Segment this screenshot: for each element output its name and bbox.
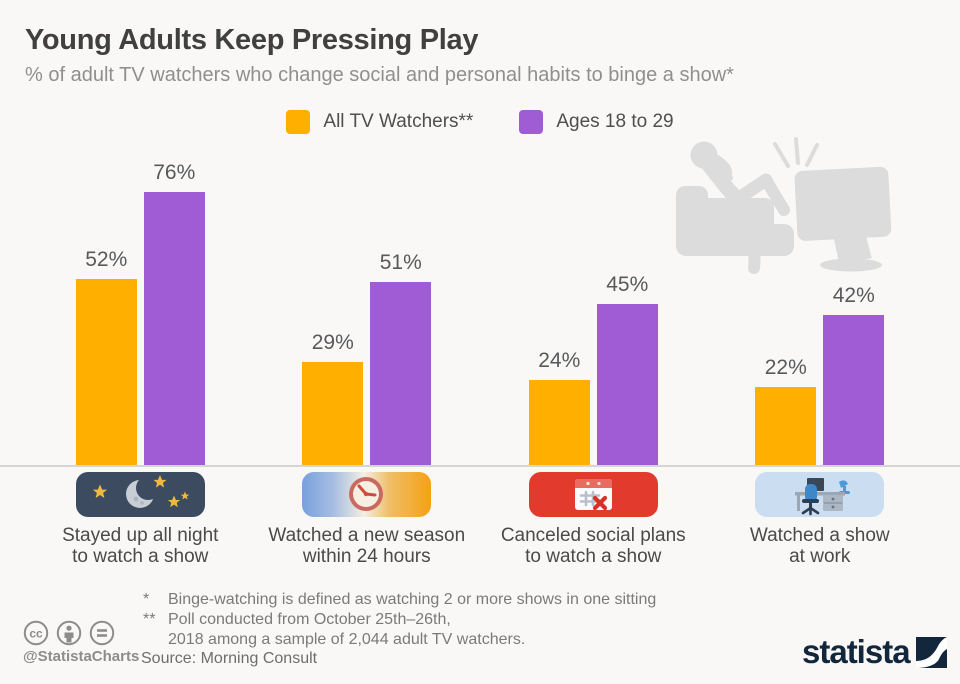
bar-value-label: 29% <box>311 331 354 354</box>
svg-text:cc: cc <box>29 627 43 641</box>
category-label: Stayed up all night to watch a show <box>62 525 218 567</box>
bar-value-label: 22% <box>764 356 807 379</box>
legend-item-all-tv-watchers: All TV Watchers** <box>286 110 473 134</box>
footnote-text: Binge-watching is defined as watching 2 … <box>168 591 657 608</box>
bar-ages-18-to-29: 51% <box>370 251 432 466</box>
bar-value-label: 76% <box>153 161 196 184</box>
bar-ages-18-to-29: 76% <box>143 161 205 466</box>
category-label: Watched a show at work <box>750 525 890 567</box>
legend-swatch-purple <box>519 110 544 134</box>
couch-tv-icon <box>676 137 892 274</box>
page-subtitle: % of adult TV watchers who change social… <box>25 64 734 86</box>
cc-nd-icon <box>97 629 107 637</box>
footnote-marker: ** <box>143 611 156 628</box>
category-row: Stayed up all night to watch a show Watc… <box>27 472 933 567</box>
bar-group: 52% 76% <box>27 0 254 466</box>
footnote-line: ** Poll conducted from October 25th–26th… <box>143 610 656 630</box>
legend-label: Ages 18 to 29 <box>556 111 674 132</box>
clock-24-hours-icon <box>302 472 432 517</box>
bar-groups: 52% 76% 29% 51% 24% 45% 22% 42% <box>27 0 933 466</box>
category-label: Watched a new season within 24 hours <box>268 525 465 567</box>
bar-value-label: 42% <box>832 284 875 307</box>
source-text: Source: Morning Consult <box>141 650 318 667</box>
footnote-line: * Binge-watching is defined as watching … <box>143 590 656 610</box>
bar-group: 22% 42% <box>707 0 934 466</box>
statista-logo: statista <box>802 633 947 671</box>
footnote-text: Poll conducted from October 25th–26th, <box>168 611 451 628</box>
bar-value-label: 24% <box>538 349 581 372</box>
category-label-line: Stayed up all night <box>62 525 219 546</box>
bar-all-tv-watchers-: 22% <box>755 356 817 466</box>
legend-label: All TV Watchers** <box>323 111 474 132</box>
legend: All TV Watchers** Ages 18 to 29 <box>0 110 960 134</box>
bar-all-tv-watchers-: 29% <box>302 331 364 466</box>
legend-swatch-orange <box>286 110 311 134</box>
bar-group: 24% 45% <box>480 0 707 466</box>
legend-item-ages-18-29: Ages 18 to 29 <box>519 110 674 134</box>
category-new-season: Watched a new season within 24 hours <box>254 472 481 567</box>
footnote-line: 2018 among a sample of 2,044 adult TV wa… <box>143 630 656 650</box>
footnote-marker <box>143 630 168 650</box>
bar-value-label: 51% <box>379 251 422 274</box>
calendar-canceled-icon <box>528 472 658 517</box>
footnote-text: 2018 among a sample of 2,044 adult TV wa… <box>168 631 526 648</box>
category-label-line: Watched a new season <box>268 525 466 546</box>
office-desk-icon <box>755 472 885 517</box>
category-label: Canceled social plans to watch a show <box>501 525 686 567</box>
category-stayed-up: Stayed up all night to watch a show <box>27 472 254 567</box>
snack-bowl-icon <box>715 173 733 183</box>
bar-value-label: 45% <box>606 273 649 296</box>
creative-commons-badge: cc <box>23 620 123 653</box>
cc-icon: cc <box>29 627 43 641</box>
category-label-line: within 24 hours <box>302 546 431 567</box>
cc-attribution-icon <box>64 625 74 643</box>
statista-wordmark: statista <box>802 633 911 670</box>
bar-all-tv-watchers-: 24% <box>528 349 590 466</box>
statista-charts-handle: @StatistaCharts <box>23 648 140 665</box>
category-label-line: Canceled social plans <box>500 525 686 546</box>
axis-baseline <box>0 465 960 467</box>
bar-group: 29% 51% <box>254 0 481 466</box>
bar-ages-18-to-29: 42% <box>823 284 885 466</box>
category-label-line: at work <box>789 546 851 567</box>
category-label-line: to watch a show <box>72 546 209 567</box>
category-label-line: Watched a show <box>749 525 890 546</box>
footnote-marker: * <box>143 591 150 608</box>
bar-ages-18-to-29: 45% <box>596 273 658 466</box>
bar-value-label: 52% <box>85 248 128 271</box>
category-at-work: Watched a show at work <box>707 472 934 567</box>
category-label-line: to watch a show <box>525 546 662 567</box>
statista-logo-mark <box>915 636 947 668</box>
night-moon-stars-icon <box>75 472 205 517</box>
page-title: Young Adults Keep Pressing Play <box>25 24 479 56</box>
footnotes: * Binge-watching is defined as watching … <box>143 590 656 650</box>
category-canceled-plans: Canceled social plans to watch a show <box>480 472 707 567</box>
binge-watcher-illustration <box>670 136 895 291</box>
bar-all-tv-watchers-: 52% <box>75 248 137 466</box>
